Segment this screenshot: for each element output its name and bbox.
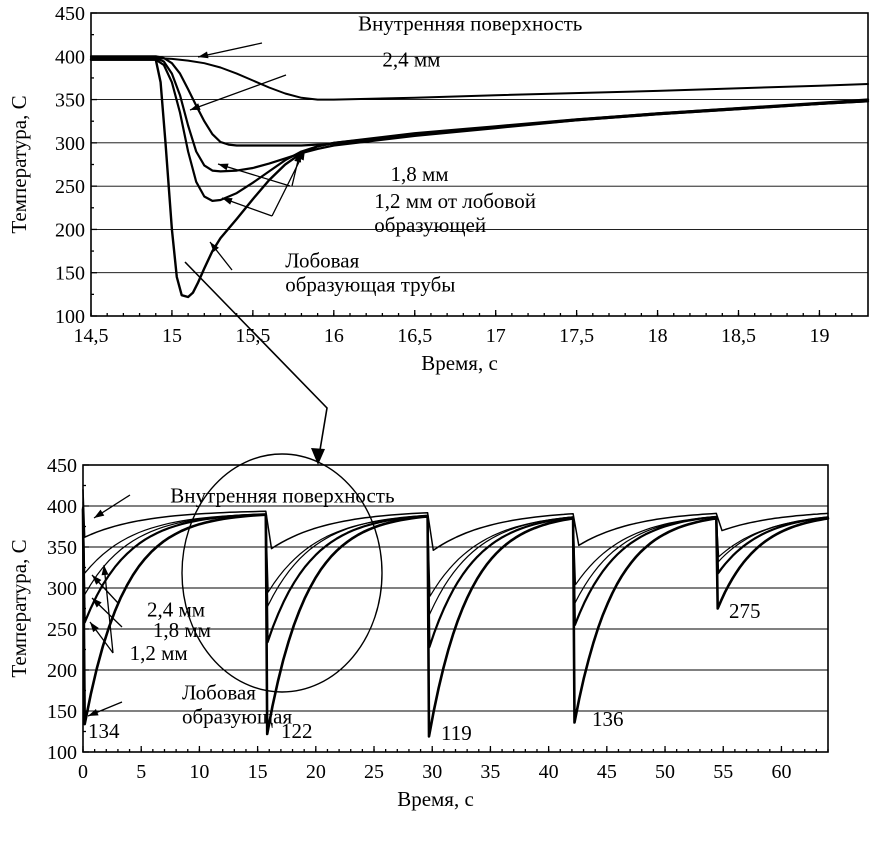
top-xtick-label: 16	[324, 325, 344, 347]
bottom-leader-1-2-b-arrowhead	[101, 565, 109, 576]
zoom-connector	[184, 261, 328, 465]
top-leader-1-8-a	[217, 163, 291, 187]
top-annotation-label: 2,4 мм	[382, 48, 440, 72]
top-ytick-label: 100	[55, 306, 85, 328]
bottom-min-value-label: 122	[281, 719, 313, 743]
bottom-leader-1-2-b	[103, 564, 114, 654]
bottom-series-inner-surface	[82, 488, 829, 552]
bottom-annotation-label: 1,8 мм	[153, 618, 211, 642]
bottom-min-value-label: 119	[441, 721, 472, 745]
top-leader-2-4	[189, 74, 287, 111]
bottom-series-1-2mm	[81, 506, 830, 649]
top-xtick-label: 15	[162, 325, 182, 347]
top-ytick-label: 150	[55, 263, 85, 285]
top-annotation-label: образующая трубы	[285, 273, 455, 297]
top-ytick-label: 200	[55, 219, 85, 241]
top-annotation-label: образующей	[374, 213, 486, 237]
bottom-leader-2-4-arrowhead	[92, 575, 102, 585]
bottom-xtick-label: 10	[189, 761, 209, 783]
bottom-annotation-label: 1,2 мм	[130, 641, 188, 665]
bottom-annotation-label: образующая	[182, 705, 293, 729]
bottom-ytick-label: 200	[47, 660, 77, 682]
top-annotation-label: 1,8 мм	[390, 162, 448, 186]
top-series-1-8mm	[89, 56, 870, 173]
bottom-ytick-label: 450	[47, 455, 77, 477]
top-leader-front-arrowhead	[210, 242, 219, 253]
bottom-xtick-label: 60	[771, 761, 791, 783]
bottom-min-value-label: 134	[88, 719, 120, 743]
top-leader-1-2-a-arrowhead	[222, 198, 233, 205]
bottom-ytick-label: 300	[47, 578, 77, 600]
top-x-axis-label: Время, с	[421, 351, 498, 375]
top-xtick-label: 19	[809, 325, 829, 347]
top-y-axis-label: Температура, С	[7, 95, 31, 233]
bottom-xtick-label: 55	[713, 761, 733, 783]
bottom-ytick-label: 150	[47, 701, 77, 723]
top-annotation-label: 1,2 мм от лобовой	[374, 189, 536, 213]
bottom-leader-front-arrowhead	[88, 708, 99, 716]
top-leader-2-4-arrowhead	[190, 103, 201, 110]
bottom-ytick-label: 100	[47, 742, 77, 764]
bottom-xtick-label: 25	[364, 761, 384, 783]
bottom-xtick-label: 45	[597, 761, 617, 783]
bottom-x-axis-label: Время, с	[397, 787, 474, 811]
top-plot-frame	[90, 12, 869, 317]
top-leader-inner	[197, 42, 263, 58]
top-leader-1-8-a-arrowhead	[218, 163, 229, 171]
bottom-zoom-ellipse	[181, 453, 383, 693]
zoom-connector-line	[184, 261, 328, 463]
bottom-xtick-label: 35	[480, 761, 500, 783]
bottom-leader-1-8-arrowhead	[92, 598, 102, 608]
top-xtick-label: 16,5	[397, 325, 432, 347]
top-leader-inner-arrowhead	[198, 51, 209, 59]
bottom-xtick-label: 0	[78, 761, 88, 783]
bottom-xtick-label: 20	[306, 761, 326, 783]
bottom-leader-1-2-a-arrowhead	[90, 622, 99, 633]
top-series-2-4mm	[89, 55, 870, 147]
zoom-connector-arrowhead	[311, 448, 325, 465]
top-ytick-label: 350	[55, 90, 85, 112]
top-annotation-label: Внутренняя поверхность	[358, 11, 582, 35]
bottom-leader-inner-arrowhead	[94, 509, 105, 518]
bottom-xtick-label: 30	[422, 761, 442, 783]
top-leader-1-2-b-arrowhead	[297, 150, 305, 161]
top-ytick-label: 400	[55, 46, 85, 68]
top-xtick-label: 18	[648, 325, 668, 347]
top-xtick-label: 14,5	[74, 325, 109, 347]
bottom-annotation-label: Внутренняя поверхность	[170, 484, 394, 508]
bottom-min-value-label: 275	[729, 599, 761, 623]
bottom-ytick-label: 250	[47, 619, 77, 641]
bottom-xtick-label: 40	[539, 761, 559, 783]
top-annotation-label: Лобовая	[285, 249, 359, 273]
bottom-xtick-label: 50	[655, 761, 675, 783]
bottom-ytick-label: 400	[47, 496, 77, 518]
top-ytick-label: 300	[55, 133, 85, 155]
bottom-chart: 100 150 200 250 300 350 400 450 0 5 10 15 20 25 30 35 40…	[7, 453, 830, 811]
bottom-xtick-label: 5	[136, 761, 146, 783]
top-series-front-generatrix	[89, 58, 870, 299]
bottom-y-axis-label: Температура, С	[7, 539, 31, 677]
bottom-ytick-label: 350	[47, 537, 77, 559]
bottom-annotation-label: Лобовая	[182, 681, 256, 705]
bottom-min-value-label: 136	[592, 707, 624, 731]
top-xtick-label: 18,5	[721, 325, 756, 347]
bottom-annotation-label: 2,4 мм	[147, 598, 205, 622]
top-xtick-label: 17	[486, 325, 506, 347]
top-ytick-label: 250	[55, 176, 85, 198]
top-ytick-label: 450	[55, 3, 85, 25]
bottom-xtick-label: 15	[248, 761, 268, 783]
top-xtick-label: 17,5	[559, 325, 594, 347]
bottom-series-front-generatrix	[81, 508, 830, 738]
top-leader-1-2-b	[271, 149, 306, 217]
top-series-inner-surface	[90, 57, 869, 101]
